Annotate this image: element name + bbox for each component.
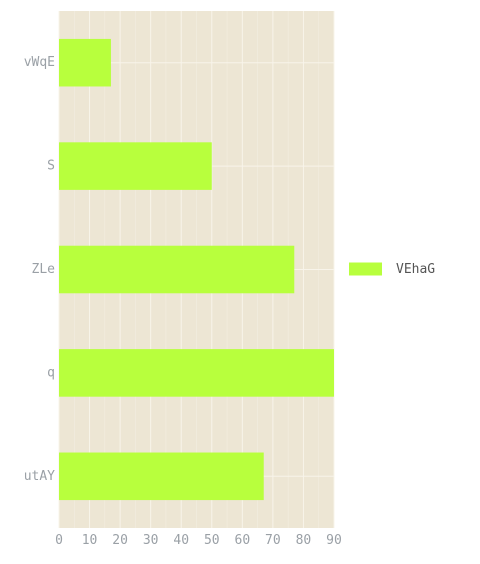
x-axis-labels: 0 10 20 30 40 50 60 70 80 90 <box>55 533 342 548</box>
x-tick-label: 60 <box>235 533 251 548</box>
legend-swatch <box>349 262 382 276</box>
x-tick-label: 90 <box>326 533 342 548</box>
x-tick-label: 30 <box>143 533 159 548</box>
y-tick-label: ZLe <box>32 262 56 277</box>
x-tick-label: 70 <box>265 533 281 548</box>
legend-label: VEhaG <box>396 262 435 277</box>
x-tick-label: 20 <box>112 533 128 548</box>
y-tick-label: vWqE <box>24 55 55 70</box>
bar-series <box>59 38 334 501</box>
bar-S <box>59 142 212 190</box>
bar-ZLe <box>59 245 295 294</box>
bar-utAY <box>59 452 264 501</box>
y-axis-labels: vWqE S ZLe q utAY <box>24 55 55 484</box>
legend: VEhaG <box>349 262 435 277</box>
x-tick-label: 80 <box>296 533 312 548</box>
bar-q <box>59 349 334 397</box>
y-tick-label: S <box>47 159 55 174</box>
bar-vWqE <box>59 38 111 87</box>
x-tick-label: 10 <box>82 533 98 548</box>
x-tick-label: 40 <box>173 533 189 548</box>
y-tick-label: utAY <box>24 469 55 484</box>
x-tick-label: 0 <box>55 533 63 548</box>
x-tick-label: 50 <box>204 533 220 548</box>
y-tick-label: q <box>47 365 55 380</box>
